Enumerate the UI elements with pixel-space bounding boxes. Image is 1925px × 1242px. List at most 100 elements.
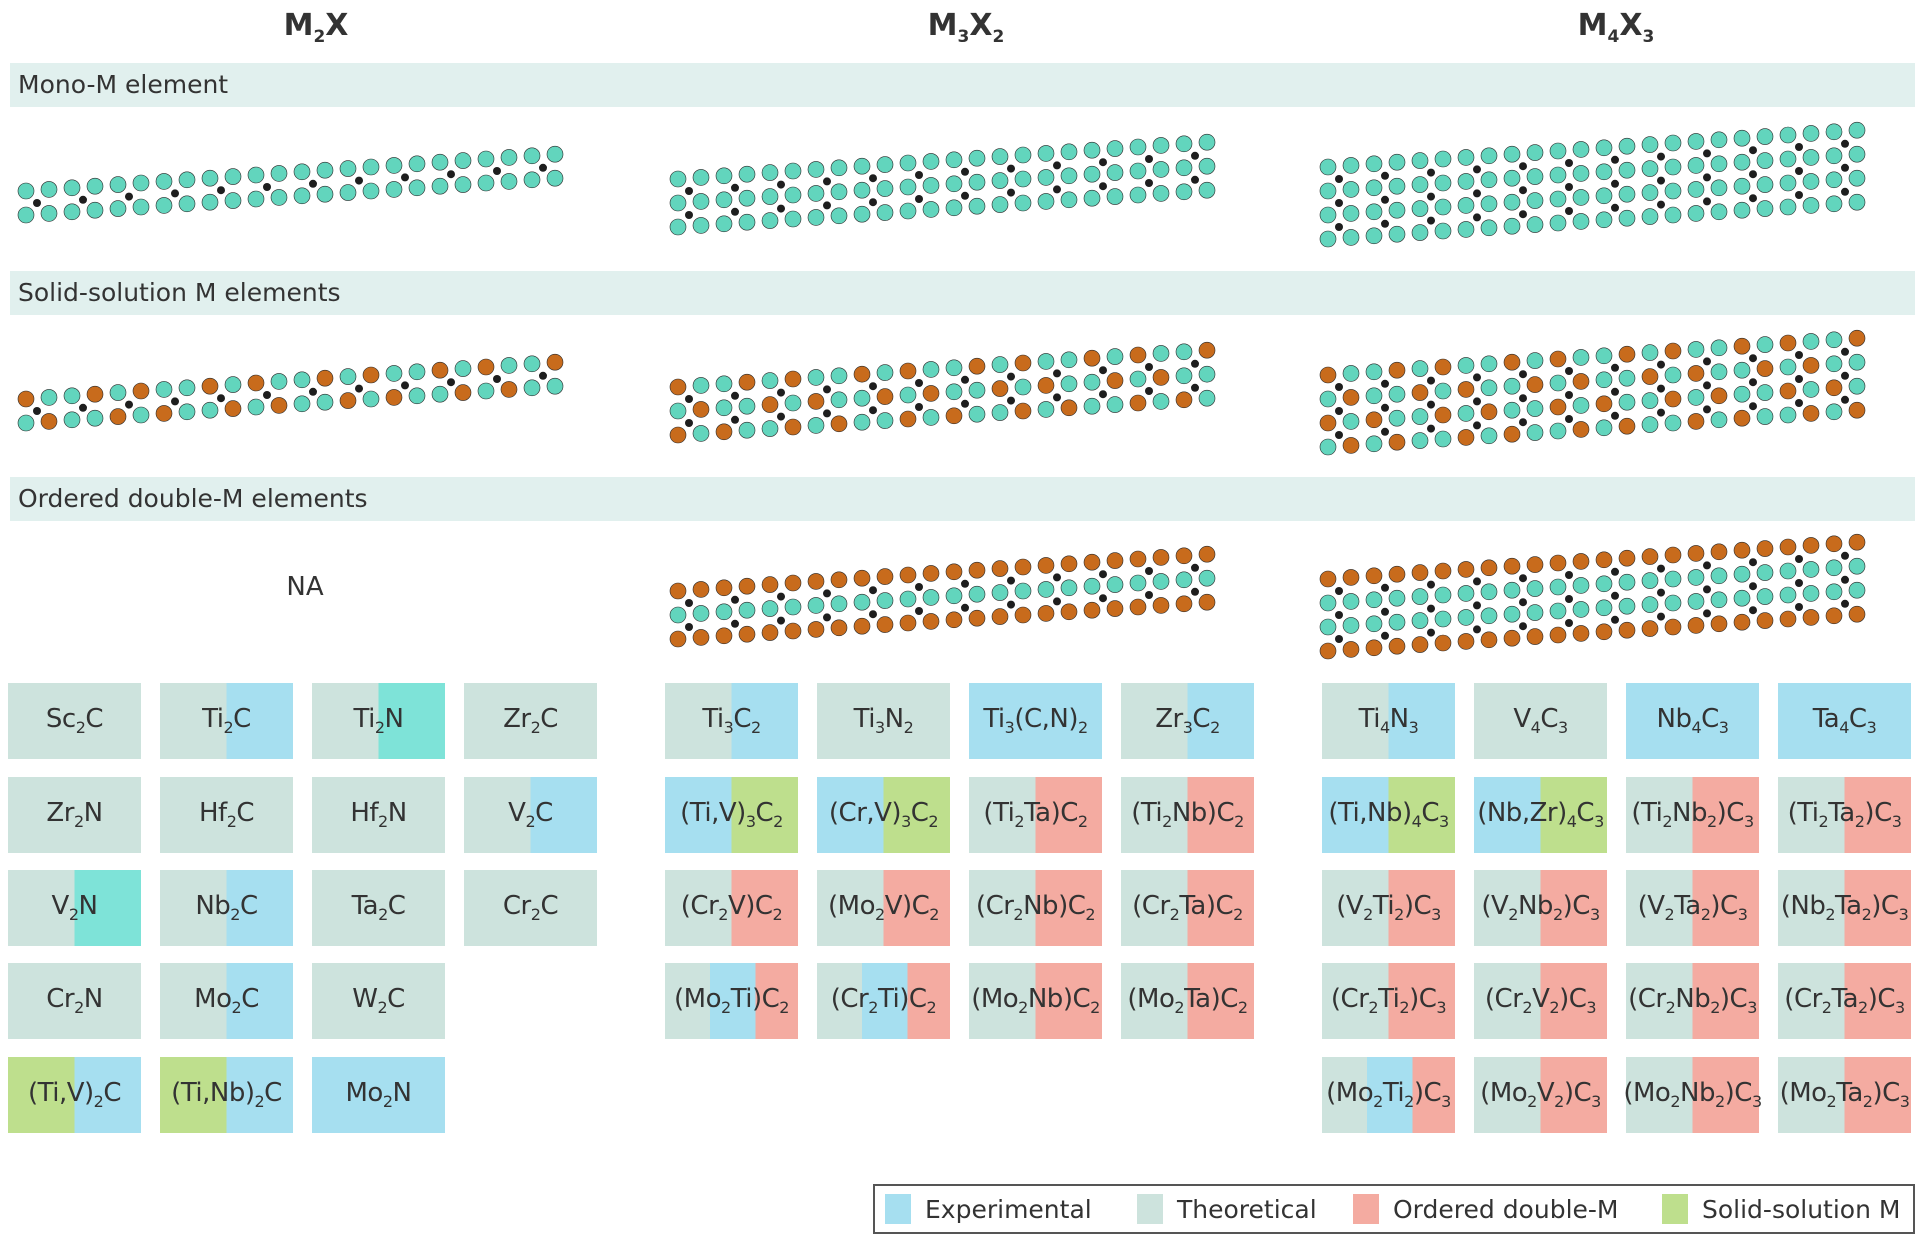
x-atom: [309, 179, 317, 188]
composition-formula: (Cr2Ti)C2: [830, 984, 937, 1018]
x-atom: [1473, 189, 1481, 198]
atom: [1641, 572, 1659, 589]
atom: [761, 164, 779, 181]
atom: [155, 197, 173, 214]
atom: [1480, 195, 1498, 213]
atom: [1365, 567, 1383, 585]
atom: [1411, 432, 1429, 449]
atom: [1480, 583, 1498, 601]
atom: [1106, 600, 1124, 617]
atom: [899, 590, 917, 608]
atom: [1411, 612, 1429, 629]
x-atom: [961, 603, 969, 612]
atom: [1733, 541, 1751, 559]
atom: [669, 378, 687, 396]
atom: [1825, 123, 1843, 141]
atom: [945, 563, 963, 581]
atom: [991, 404, 1009, 421]
atom: [1129, 370, 1147, 388]
x-atom: [1841, 575, 1849, 584]
x-atom: [1841, 599, 1849, 608]
x-atom: [1657, 408, 1665, 417]
x-atom: [125, 192, 133, 201]
atom: [178, 403, 196, 421]
atom: [1319, 182, 1337, 200]
x-atom: [217, 394, 225, 403]
atom: [1664, 158, 1682, 176]
x-atom: [493, 375, 501, 383]
x-atom: [1335, 635, 1343, 643]
atom: [1388, 153, 1406, 171]
atom: [1756, 128, 1774, 145]
x-atom: [1611, 387, 1619, 396]
atom: [1733, 129, 1751, 147]
atom: [1152, 597, 1170, 614]
composition-formula: (Ti,Nb)4C3: [1328, 798, 1449, 832]
atom-layer: [1319, 353, 1866, 415]
x-atom: [777, 592, 785, 601]
atom: [1457, 561, 1475, 578]
composition-cell: (Cr2Ti)C2: [817, 963, 950, 1039]
atom: [1802, 197, 1820, 214]
atom: [1526, 628, 1544, 645]
row-band-solid-solution: Solid-solution M elements: [10, 271, 1915, 315]
x-atom: [1191, 587, 1199, 596]
atom: [830, 207, 848, 225]
atom: [178, 379, 196, 397]
atom: [1342, 205, 1360, 222]
x-atom: [1841, 347, 1849, 356]
x-atom: [1703, 405, 1711, 414]
x-atom: [1099, 390, 1107, 399]
atom: [1319, 158, 1337, 176]
column-header-m4x3: M4X3: [1466, 8, 1766, 47]
atom: [830, 159, 848, 177]
x-atom: [1519, 598, 1527, 607]
legend-item-solid-solution-m: Solid-solution M: [1662, 1186, 1900, 1232]
atom: [968, 149, 986, 167]
x-atom: [79, 403, 87, 412]
x-atom: [1565, 571, 1573, 579]
atom: [1014, 194, 1032, 212]
atom-layer: [669, 545, 1216, 607]
atom: [1618, 345, 1636, 363]
x-atom: [961, 167, 969, 176]
atom: [1457, 221, 1475, 238]
atom: [1710, 543, 1728, 561]
atom: [1411, 152, 1429, 169]
atom: [1526, 192, 1544, 209]
composition-cell: Ti3C2: [665, 683, 798, 759]
atom: [1549, 166, 1567, 184]
atom: [1060, 351, 1078, 369]
atom-layer: [669, 593, 1216, 648]
atom: [1825, 403, 1843, 421]
composition-cell: (Cr2Ta)C2: [1121, 870, 1254, 946]
atom: [1549, 602, 1567, 620]
atom: [669, 582, 687, 600]
atom: [991, 356, 1009, 373]
composition-formula: (Cr2V2)C3: [1484, 984, 1597, 1018]
column-header-x: X: [325, 8, 349, 43]
atom: [669, 606, 687, 624]
atom: [715, 215, 733, 233]
atom: [1434, 358, 1452, 376]
atom: [1388, 177, 1406, 195]
atom: [1083, 553, 1101, 571]
x-atom: [685, 599, 693, 607]
atom: [876, 364, 894, 381]
atom: [1434, 174, 1452, 192]
x-atom: [1473, 625, 1481, 634]
atom: [922, 613, 940, 630]
atom: [738, 421, 756, 439]
x-atom: [1381, 379, 1389, 388]
atom: [1710, 339, 1728, 357]
atom: [247, 398, 265, 416]
atom: [1175, 159, 1193, 177]
atom: [1060, 143, 1078, 161]
composition-formula: (V2Ti2)C3: [1336, 891, 1441, 925]
atom: [40, 413, 58, 430]
x-atom: [1007, 164, 1015, 173]
column-header-main: M: [927, 8, 958, 43]
atom: [546, 145, 564, 163]
atom: [922, 409, 940, 426]
atom: [1388, 201, 1406, 219]
